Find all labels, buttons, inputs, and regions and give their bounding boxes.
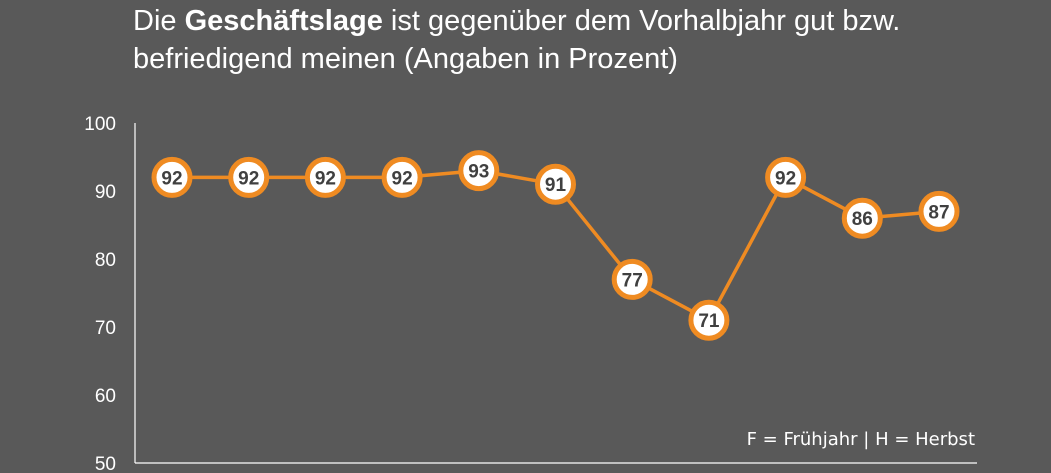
- data-point-marker: [458, 150, 500, 192]
- y-tick-label: 80: [95, 250, 116, 271]
- data-point-marker: [611, 258, 653, 300]
- data-point-marker: [381, 156, 423, 198]
- data-label: 91: [545, 175, 567, 196]
- chart-title: Die Geschäftslage ist gegenüber dem Vorh…: [133, 2, 1033, 78]
- data-label: 86: [852, 209, 873, 230]
- data-point-marker: [228, 156, 270, 198]
- data-label: 71: [698, 311, 720, 332]
- data-point-marker: [688, 299, 730, 341]
- title-line-2: befriedigend meinen (Angaben in Prozent): [133, 43, 678, 75]
- title-prefix: Die: [133, 5, 185, 37]
- data-label: 92: [161, 168, 182, 189]
- y-tick-label: 70: [95, 318, 116, 339]
- data-label: 92: [392, 168, 413, 189]
- data-point-marker: [151, 156, 193, 198]
- data-label: 92: [238, 168, 259, 189]
- data-label: 92: [775, 168, 796, 189]
- data-point-marker: [535, 163, 576, 205]
- title-rest: ist gegenüber dem Vorhalbjahr gut bzw.: [382, 5, 901, 37]
- y-tick-label: 60: [95, 386, 116, 407]
- title-bold: Geschäftslage: [184, 5, 383, 37]
- data-label: 92: [315, 168, 336, 189]
- data-label: 87: [928, 202, 949, 223]
- season-legend-note: F = Frühjahr | H = Herbst: [746, 429, 975, 450]
- y-tick-label: 90: [95, 182, 116, 203]
- y-tick-label: 50: [95, 454, 116, 473]
- data-point-marker: [765, 156, 807, 198]
- data-point-marker: [304, 156, 346, 198]
- data-point-marker: [918, 190, 960, 232]
- y-tick-label: 100: [84, 114, 116, 135]
- data-label: 93: [468, 162, 489, 183]
- data-label: 77: [622, 270, 643, 291]
- data-point-marker: [841, 197, 883, 239]
